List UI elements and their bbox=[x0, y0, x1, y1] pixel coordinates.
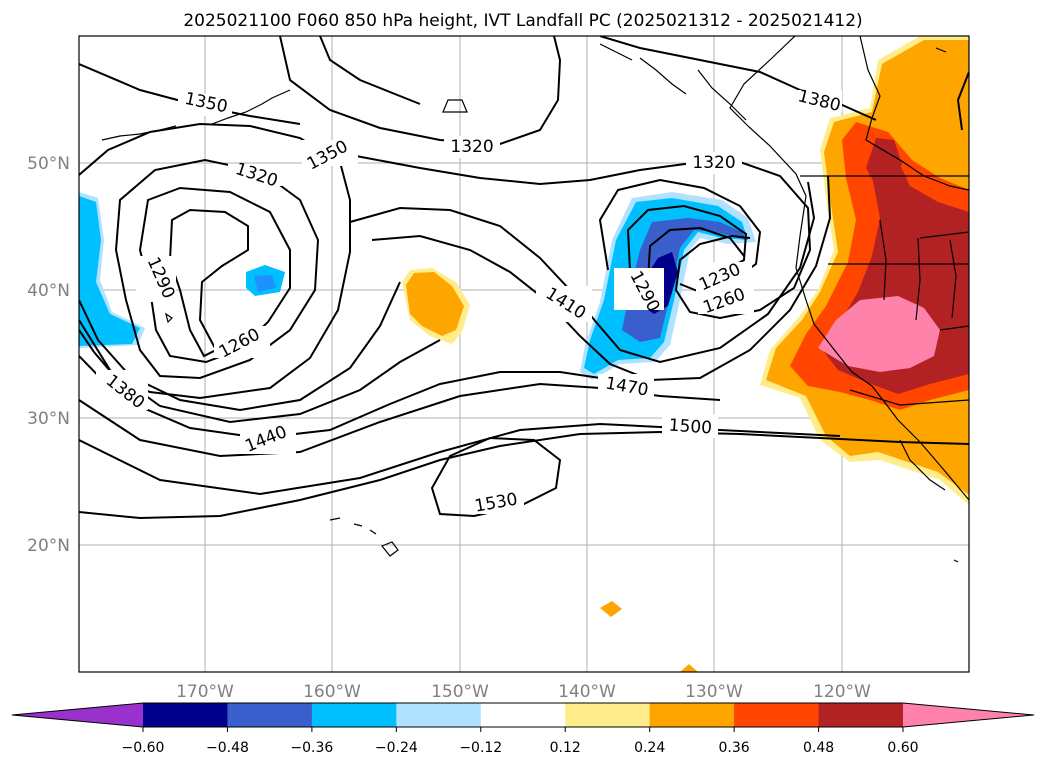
colorbar-tick-label: 0.60 bbox=[887, 740, 918, 756]
contour-label: 1320 bbox=[450, 137, 493, 157]
colorbar-tick-label: 0.24 bbox=[634, 740, 665, 756]
colorbar-segment bbox=[565, 703, 651, 727]
map-frame bbox=[78, 35, 970, 673]
longitude-labels: 170°W 160°W 150°W 140°W 130°W 120°W bbox=[176, 682, 871, 702]
colorbar-tick-label: 0.36 bbox=[719, 740, 750, 756]
colorbar-segment bbox=[734, 703, 820, 727]
colorbar-tick-label: −0.60 bbox=[122, 740, 165, 756]
negative-ivt-shading bbox=[79, 192, 756, 380]
lat-label: 50°N bbox=[27, 154, 70, 174]
colorbar-segment bbox=[818, 703, 904, 727]
lon-label: 160°W bbox=[303, 682, 361, 702]
colorbar-extend-max bbox=[903, 703, 1034, 727]
lon-label: 140°W bbox=[558, 682, 616, 702]
lon-label: 170°W bbox=[176, 682, 234, 702]
colorbar-tick-label: −0.12 bbox=[459, 740, 502, 756]
colorbar-tick-label: −0.36 bbox=[290, 740, 333, 756]
latitude-labels: 50°N 40°N 30°N 20°N bbox=[27, 154, 70, 556]
positive-ivt-shading bbox=[402, 36, 969, 672]
lon-label: 120°W bbox=[813, 682, 871, 702]
lat-label: 30°N bbox=[27, 409, 70, 429]
lon-label: 150°W bbox=[431, 682, 489, 702]
colorbar-tick-label: 0.12 bbox=[550, 740, 581, 756]
colorbar-segment bbox=[227, 703, 313, 727]
lat-label: 40°N bbox=[27, 281, 70, 301]
colorbar-tick-label: −0.24 bbox=[375, 740, 418, 756]
colorbar-extend-min bbox=[12, 703, 143, 727]
colorbar-segment bbox=[311, 703, 397, 727]
colorbar-segment bbox=[396, 703, 482, 727]
colorbar-ticks: −0.60 −0.48 −0.36 −0.24 −0.12 0.12 0.24 0.36 0.4… bbox=[122, 727, 919, 756]
contour-label: 1500 bbox=[668, 416, 713, 439]
lat-label: 20°N bbox=[27, 536, 70, 556]
colorbar-tick-label: −0.48 bbox=[206, 740, 249, 756]
colorbar-tick-label: 0.48 bbox=[803, 740, 834, 756]
colorbar-segment bbox=[480, 703, 566, 727]
coastlines bbox=[101, 36, 969, 563]
lon-label: 130°W bbox=[685, 682, 743, 702]
colorbar-segments bbox=[12, 703, 1034, 727]
colorbar: −0.60 −0.48 −0.36 −0.24 −0.12 0.12 0.24 0.36 0.4… bbox=[11, 702, 1035, 756]
colorbar-segment bbox=[649, 703, 735, 727]
figure-title: 2025021100 F060 850 hPa height, IVT Land… bbox=[183, 11, 862, 31]
colorbar-segment bbox=[143, 703, 228, 727]
map-area: 1350 1320 1350 1320 1320 1380 1290 1260 … bbox=[79, 36, 969, 672]
contour-label: 1320 bbox=[692, 153, 735, 173]
